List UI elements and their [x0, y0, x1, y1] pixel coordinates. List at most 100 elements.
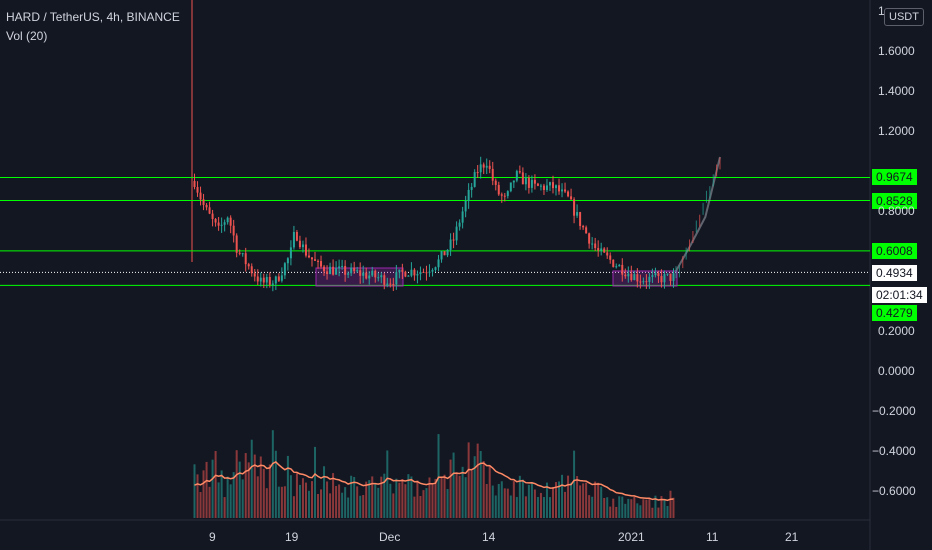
candle-body: [347, 273, 350, 275]
volume-bar: [485, 484, 488, 518]
candle-body: [567, 191, 570, 197]
candle-body: [551, 182, 554, 189]
time-tick: 19: [285, 530, 299, 544]
candle-body: [386, 283, 389, 285]
volume-bar: [314, 446, 317, 518]
level-tag-0-9674: 0.9674: [872, 169, 917, 185]
volume-bar: [663, 499, 666, 518]
volume-bar: [561, 474, 564, 518]
volume-bar: [633, 496, 636, 518]
candle-body: [247, 264, 250, 267]
volume-bar: [606, 497, 609, 518]
candle-body: [404, 271, 407, 277]
candle-body: [654, 273, 657, 276]
volume-bar: [347, 497, 350, 518]
candle-body: [585, 227, 588, 234]
volume-bar: [434, 478, 437, 518]
volume-bar: [455, 472, 458, 518]
candle-body: [298, 240, 301, 248]
candle-body: [518, 171, 521, 173]
currency-badge[interactable]: USDT: [884, 8, 924, 26]
volume-bar: [582, 483, 585, 518]
volume-bar: [283, 486, 286, 518]
time-tick: 21: [785, 530, 799, 544]
volume-bar: [431, 483, 434, 518]
volume-bar: [509, 495, 512, 518]
volume-bar: [551, 486, 554, 518]
price-tick: 1.2000: [878, 124, 915, 138]
volume-bar: [277, 486, 280, 518]
candle-body: [651, 275, 654, 277]
projection-path: [675, 156, 721, 272]
candle-body: [461, 211, 464, 223]
candle-body: [250, 266, 253, 274]
candle-body: [398, 269, 401, 273]
volume-bar: [476, 443, 479, 518]
candle-body: [326, 271, 329, 275]
volume-bar: [482, 461, 485, 518]
volume-bar: [401, 479, 404, 518]
candle-body: [621, 264, 624, 275]
volume-bar: [591, 496, 594, 518]
price-tick: −0.2000: [872, 404, 916, 418]
volume-bar: [377, 487, 380, 518]
candle-body: [455, 226, 458, 241]
candle-body: [524, 177, 527, 185]
volume-bar: [410, 476, 413, 518]
volume-indicator-legend[interactable]: Vol (20): [6, 29, 48, 43]
candle-body: [545, 185, 548, 190]
volume-bar: [500, 481, 503, 518]
candle-body: [329, 266, 332, 275]
candle-body: [470, 186, 473, 190]
candle-body: [573, 199, 576, 216]
price-tick: 1.6000: [878, 44, 915, 58]
volume-bar: [645, 499, 648, 518]
candle-body: [289, 247, 292, 259]
candle-body: [229, 217, 232, 226]
candle-body: [196, 186, 199, 193]
volume-bar: [241, 479, 244, 518]
volume-bar: [576, 476, 579, 518]
candle-body: [449, 239, 452, 250]
candle-body: [419, 271, 422, 275]
candle-body: [232, 225, 235, 236]
candle-body: [527, 177, 530, 188]
price-tick: 1.4000: [878, 84, 915, 98]
candle-body: [271, 283, 274, 285]
volume-bar: [238, 461, 241, 518]
volume-bar: [289, 475, 292, 518]
candle-body: [491, 168, 494, 181]
candle-body: [244, 253, 247, 265]
volume-bar: [389, 483, 392, 518]
candle-body: [494, 180, 497, 185]
volume-bar: [368, 480, 371, 518]
volume-bar: [437, 434, 440, 518]
volume-bar: [301, 478, 304, 518]
candle-body: [341, 265, 344, 267]
volume-bar: [488, 465, 491, 518]
time-tick: 2021: [618, 530, 645, 544]
volume-bar: [359, 495, 362, 518]
candle-body: [479, 164, 482, 173]
candle-body: [609, 255, 612, 260]
candle-body: [539, 185, 542, 187]
level-tag-0-8528: 0.8528: [872, 193, 917, 209]
volume-bar: [533, 489, 536, 518]
volume-bar: [603, 497, 606, 518]
symbol-legend[interactable]: HARD / TetherUS, 4h, BINANCE: [6, 10, 180, 24]
volume-bar: [497, 483, 500, 518]
volume-bar: [295, 473, 298, 518]
volume-bar: [223, 497, 226, 518]
candle-body: [226, 217, 229, 223]
volume-bar: [268, 464, 271, 518]
candle-body: [323, 266, 326, 272]
current-price-tag: 0.4934: [872, 265, 917, 281]
volume-bar: [317, 493, 320, 518]
candle-body: [268, 276, 271, 285]
candle-body: [368, 275, 371, 279]
candle-body: [208, 207, 211, 214]
volume-bar: [621, 496, 624, 518]
candle-body: [314, 259, 317, 261]
candle-body: [497, 184, 500, 195]
